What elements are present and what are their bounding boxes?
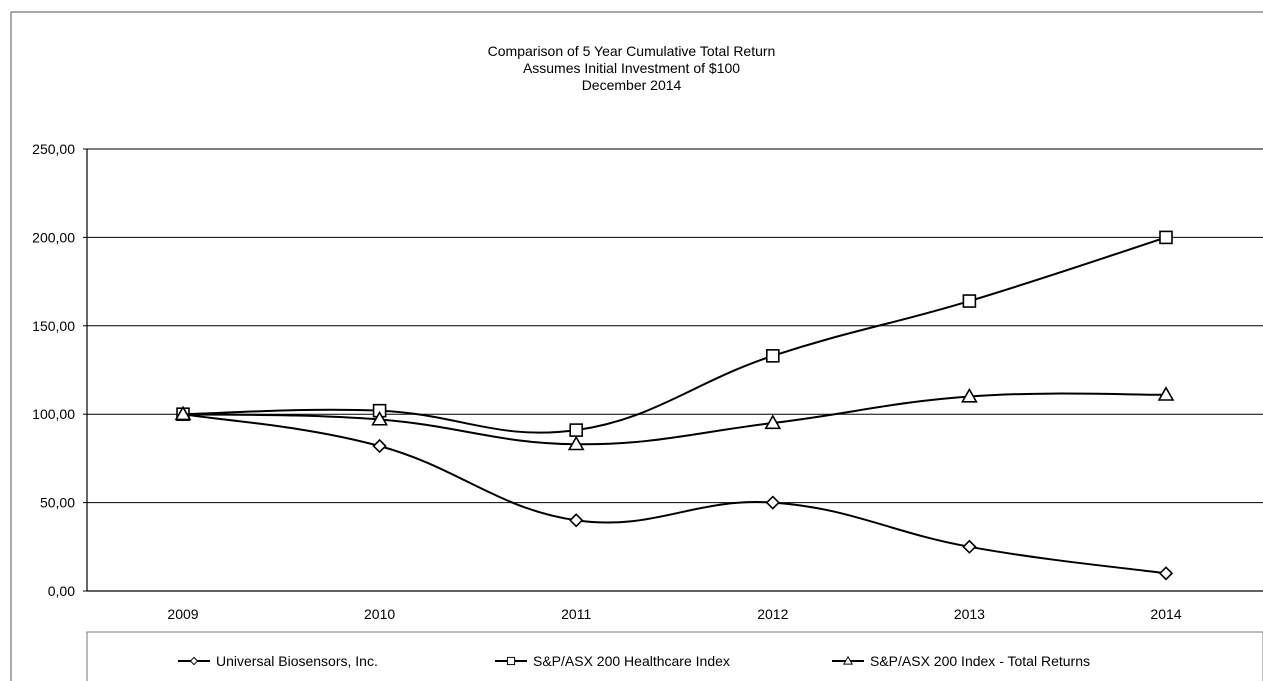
- legend-label: S&P/ASX 200 Index - Total Returns: [870, 653, 1090, 669]
- y-tick-label: 0,00: [48, 583, 75, 599]
- series-layer: [174, 230, 1175, 581]
- legend-item-0: Universal Biosensors, Inc.: [178, 653, 378, 669]
- y-tick-label: 150,00: [32, 318, 75, 334]
- data-point-square: [569, 423, 584, 437]
- data-point-diamond: [1158, 566, 1174, 581]
- data-point-diamond: [372, 438, 387, 454]
- gridlines: [87, 148, 1263, 504]
- x-tick-label: 2013: [954, 606, 985, 622]
- x-tick-label: 2011: [561, 606, 591, 622]
- chart-title-line-1: Comparison of 5 Year Cumulative Total Re…: [487, 43, 776, 59]
- data-point-diamond: [962, 539, 977, 554]
- chart-title-line-2: Assumes Initial Investment of $100: [522, 60, 741, 76]
- y-tick-label: 50,00: [40, 495, 75, 511]
- y-tick-label: 200,00: [32, 229, 75, 245]
- legend-item-1: S&P/ASX 200 Healthcare Index: [495, 653, 730, 669]
- data-point-triangle: [371, 410, 388, 426]
- x-tick-label: 2009: [167, 606, 198, 622]
- data-point-square: [765, 349, 780, 363]
- y-tick-label: 100,00: [32, 406, 75, 422]
- series-line-1: [182, 236, 1167, 434]
- x-tick-label: 2012: [757, 606, 788, 622]
- x-tick-label: 2014: [1150, 606, 1181, 622]
- data-point-triangle: [1157, 386, 1175, 401]
- data-point-triangle: [174, 405, 192, 421]
- legend-label: Universal Biosensors, Inc.: [216, 653, 378, 669]
- x-axis-ticks: 2009 2010 2011 2012 2013 2014: [167, 606, 1181, 622]
- legend-marker-square: [506, 656, 516, 666]
- series-2: [174, 386, 1175, 451]
- data-point-diamond: [569, 513, 584, 528]
- legend-marker-diamond: [189, 656, 199, 666]
- data-point-square: [1159, 230, 1173, 245]
- legend-item-2: S&P/ASX 200 Index - Total Returns: [832, 653, 1090, 669]
- chart-title: Comparison of 5 Year Cumulative Total Re…: [0, 43, 1263, 94]
- y-tick-label: 250,00: [32, 141, 75, 157]
- series-line-2: [182, 392, 1167, 446]
- data-point-triangle: [764, 414, 782, 430]
- data-point-diamond: [765, 495, 780, 510]
- series-0: [175, 407, 1174, 581]
- x-tick-label: 2010: [364, 606, 395, 622]
- chart-outer-border: [10, 11, 1263, 681]
- data-point-triangle: [567, 435, 585, 451]
- chart-title-line-3: December 2014: [581, 77, 682, 93]
- legend-box: [86, 631, 1263, 681]
- data-point-triangle: [961, 387, 978, 403]
- axes: [86, 149, 1263, 592]
- y-axis-ticks: 0,00 50,00 100,00 150,00 200,00 250,00: [32, 141, 87, 599]
- legend-label: S&P/ASX 200 Healthcare Index: [533, 653, 730, 669]
- legend-marker-triangle: [842, 655, 854, 665]
- legend: Universal Biosensors, Inc. S&P/ASX 200 He…: [86, 631, 1263, 681]
- data-point-square: [962, 294, 977, 308]
- series-line-0: [182, 413, 1167, 575]
- series-1: [176, 230, 1173, 437]
